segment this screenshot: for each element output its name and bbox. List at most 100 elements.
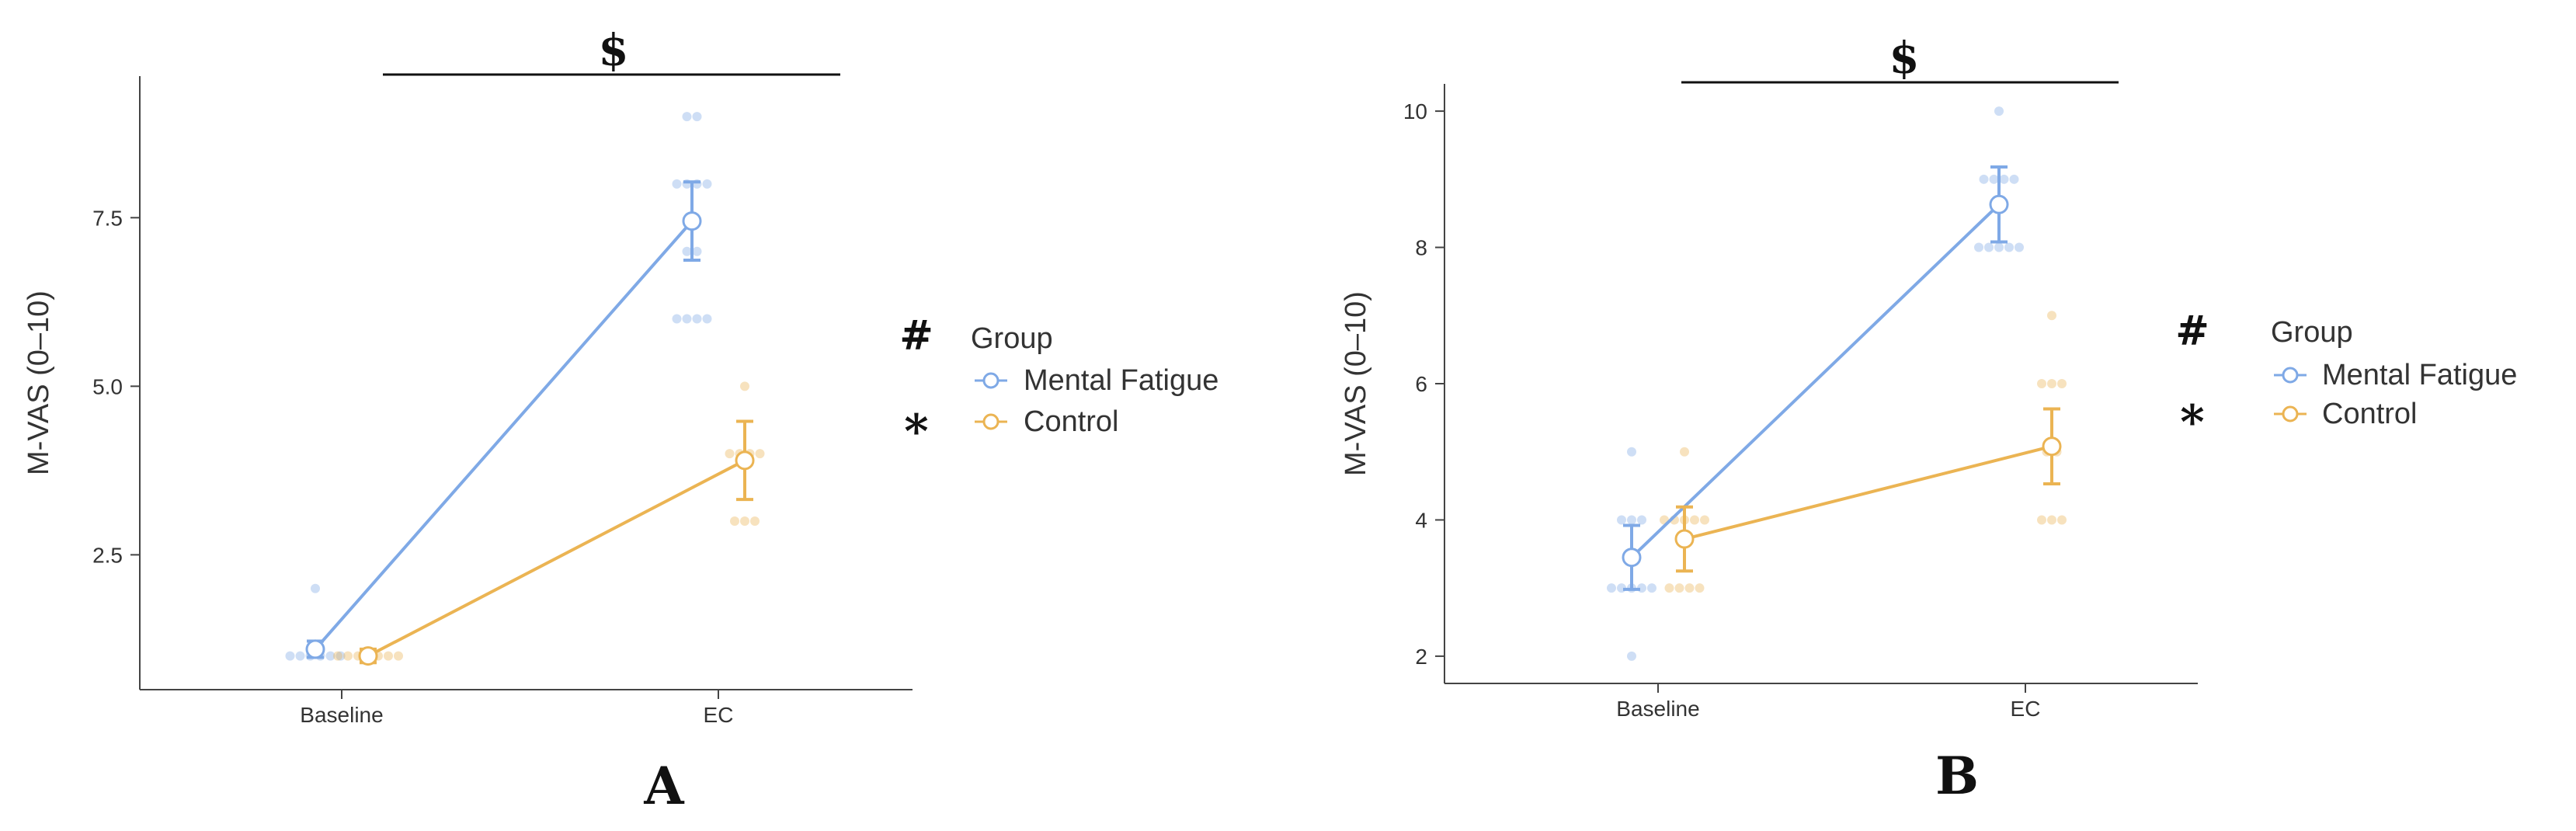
- raw-data-point: [1627, 447, 1636, 457]
- legend-key-marker: [982, 413, 999, 430]
- mean-marker: [2042, 436, 2062, 457]
- raw-data-point: [730, 516, 739, 526]
- raw-data-point: [682, 112, 692, 122]
- raw-data-point: [692, 246, 702, 256]
- raw-data-point: [750, 516, 760, 526]
- raw-data-point: [1664, 583, 1674, 593]
- raw-data-point: [1637, 515, 1646, 525]
- legend-key-marker: [982, 372, 999, 389]
- raw-data-point: [2004, 242, 2014, 252]
- mean-marker: [735, 450, 755, 471]
- raw-data-point: [1684, 583, 1695, 593]
- raw-data-point: [2047, 311, 2056, 321]
- y-tick-label: 7.5: [92, 206, 123, 230]
- raw-data-point: [740, 381, 749, 391]
- y-tick-label: 8: [1415, 236, 1427, 260]
- y-tick-label: 5.0: [92, 374, 123, 398]
- raw-data-point: [1690, 515, 1699, 525]
- y-tick-label: 4: [1415, 508, 1427, 532]
- panel-b: 2 4 6 8 10 Baseline EC M-VAS (0–10) $ # * Group Ment…: [1340, 33, 2517, 806]
- panel-label: A: [643, 756, 684, 816]
- raw-data-point: [702, 179, 712, 189]
- interaction-marker: *: [2180, 395, 2204, 450]
- mean-marker: [682, 211, 702, 231]
- raw-data-point: [1999, 174, 2009, 184]
- raw-data-point: [1700, 515, 1709, 525]
- raw-data-point: [295, 651, 305, 661]
- raw-data-point: [394, 651, 403, 661]
- raw-data-point: [672, 314, 682, 324]
- raw-data-point: [333, 651, 342, 661]
- raw-data-point: [1974, 242, 1983, 252]
- group-effect-marker: #: [2175, 308, 2209, 355]
- panel-label: B: [1935, 746, 1979, 806]
- series-line: [367, 459, 746, 658]
- raw-data-point: [1979, 174, 1989, 184]
- raw-data-point: [682, 314, 692, 324]
- series-line: [1630, 203, 2001, 559]
- raw-data-point: [2057, 379, 2067, 388]
- mean-marker: [305, 639, 325, 659]
- raw-data-point: [1647, 583, 1656, 593]
- raw-data-point: [2015, 242, 2024, 252]
- interaction-marker: *: [904, 405, 928, 459]
- raw-data-point: [692, 112, 702, 122]
- x-tick-label: EC: [704, 703, 734, 727]
- raw-data-point: [682, 246, 692, 256]
- raw-data-point: [672, 179, 682, 189]
- legend-key-marker: [2282, 405, 2299, 422]
- raw-data-point: [755, 449, 765, 459]
- x-tick-label: Baseline: [300, 703, 383, 727]
- raw-data-point: [2057, 515, 2067, 525]
- raw-data-point: [335, 651, 346, 661]
- raw-data-point: [311, 583, 320, 593]
- legend-item-label: Mental Fatigue: [1024, 364, 1218, 397]
- significance-label: $: [599, 25, 629, 76]
- y-tick-label: 6: [1415, 372, 1427, 396]
- mean-marker: [1989, 194, 2009, 214]
- raw-data-point: [1627, 651, 1636, 661]
- mean-marker: [358, 646, 378, 666]
- raw-data-point: [725, 449, 735, 459]
- series-line: [1684, 444, 2053, 541]
- legend-key-marker: [2282, 367, 2299, 384]
- raw-data-point: [1984, 242, 1994, 252]
- legend-item-label: Control: [2322, 398, 2418, 430]
- raw-data-point: [1627, 515, 1636, 525]
- panel-a: 2.5 5.0 7.5 Baseline EC M-VAS (0–10) $ # * Group M…: [23, 25, 1218, 816]
- raw-data-point: [1989, 174, 1999, 184]
- raw-data-point: [2047, 379, 2056, 388]
- mean-marker: [1622, 548, 1642, 568]
- y-tick-label: 10: [1403, 99, 1427, 123]
- legend-item-label: Control: [1024, 405, 1119, 438]
- y-tick-label: 2.5: [92, 543, 123, 567]
- y-tick-label: 2: [1415, 645, 1427, 669]
- raw-data-point: [1695, 583, 1705, 593]
- legend-title: Group: [971, 322, 1053, 355]
- y-axis-title: M-VAS (0–10): [1340, 291, 1372, 476]
- raw-data-point: [1994, 106, 2004, 116]
- series-line: [314, 220, 694, 651]
- raw-data-point: [1607, 583, 1616, 593]
- significance-label: $: [1889, 33, 1920, 84]
- raw-data-point: [1617, 515, 1626, 525]
- mean-marker: [1674, 529, 1695, 549]
- raw-data-point: [325, 651, 335, 661]
- raw-data-point: [2037, 379, 2046, 388]
- raw-data-point: [2009, 174, 2019, 184]
- raw-data-point: [740, 516, 749, 526]
- raw-data-point: [702, 314, 712, 324]
- raw-data-point: [1680, 447, 1689, 457]
- raw-data-point: [285, 651, 295, 661]
- x-tick-label: EC: [2011, 697, 2041, 721]
- raw-data-point: [1994, 242, 2004, 252]
- y-axis-title: M-VAS (0–10): [23, 290, 55, 475]
- raw-data-point: [2037, 515, 2046, 525]
- raw-data-point: [2047, 515, 2056, 525]
- group-effect-marker: #: [899, 312, 933, 360]
- raw-data-point: [692, 314, 702, 324]
- raw-data-point: [1674, 583, 1684, 593]
- x-tick-label: Baseline: [1616, 697, 1699, 721]
- raw-data-point: [384, 651, 393, 661]
